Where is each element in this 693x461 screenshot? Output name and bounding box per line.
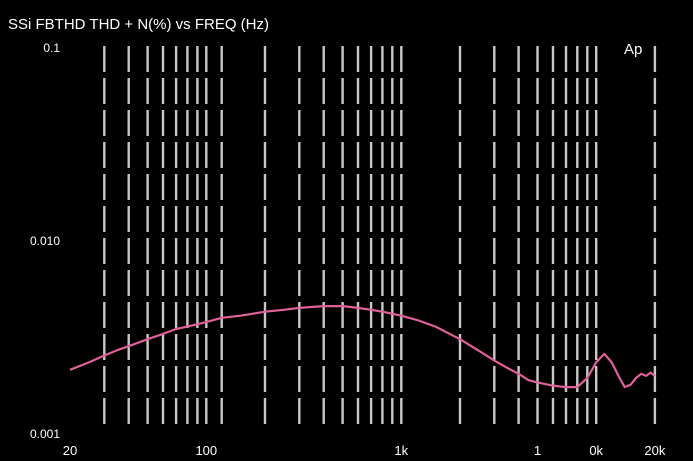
x-tick-label-3: 1	[534, 443, 541, 458]
x-tick-label-0: 20	[63, 443, 77, 458]
x-tick-label-5: 20k	[644, 443, 665, 458]
series-group	[69, 305, 656, 389]
y-tick-label-2: 0.001	[30, 427, 60, 441]
x-tick-label-2: 1k	[394, 443, 408, 458]
y-tick-label-1: 0.010	[30, 234, 60, 248]
ap-corner-label: Ap	[624, 41, 642, 58]
x-tick-labels: 20 100 1k 1 0k 20k	[63, 443, 666, 458]
y-tick-label-0: 0.1	[43, 41, 60, 55]
chart-title: SSi FBTHD THD + N(%) vs FREQ (Hz)	[8, 16, 269, 33]
x-tick-label-1: 100	[195, 443, 217, 458]
series-line-0	[69, 305, 656, 389]
y-tick-labels: 0.1 0.010 0.001	[30, 41, 60, 441]
x-tick-label-4: 0k	[589, 443, 603, 458]
